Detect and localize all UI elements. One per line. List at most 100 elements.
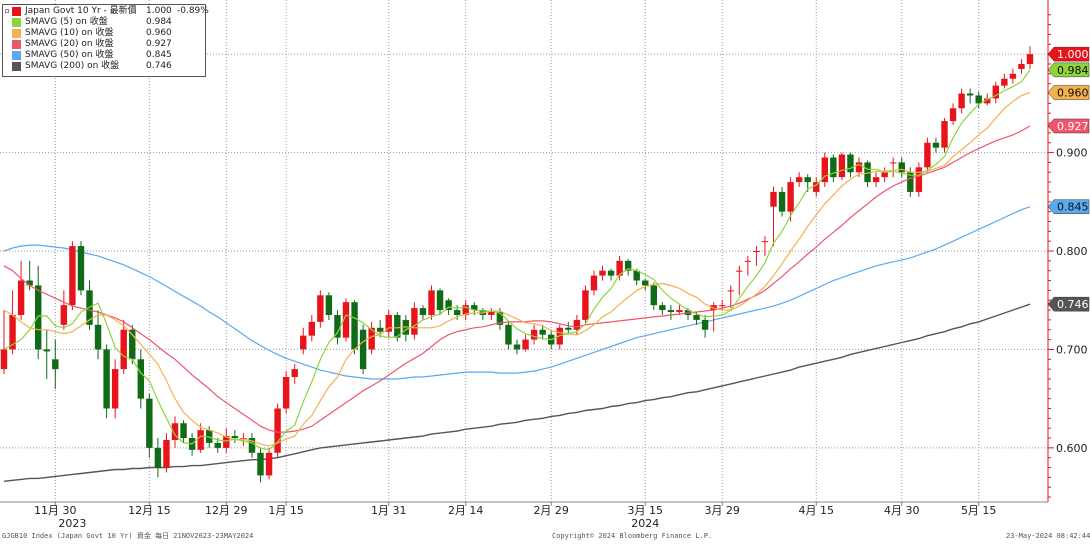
x-tick-label: 12月 29 [205,504,248,517]
candle-body [34,285,42,350]
candle [43,329,50,379]
legend-name: Japan Govt 10 Yr - 最新價 [25,6,137,16]
candle-body [992,85,1000,99]
candle-body [445,300,452,311]
candle [496,308,504,330]
candle-body [291,369,298,377]
candle-body [419,308,427,315]
last-value-tag-label: 0.984 [1057,64,1089,77]
legend-name: SMAVG (200) on 收盤 [25,61,120,71]
candle-body [488,312,495,315]
candle-body [847,154,854,173]
last-value-tag: 0.984 [1047,62,1090,78]
candle [163,433,170,473]
candle [274,403,281,458]
candle [368,321,375,355]
candle-body [804,177,811,183]
candle-body [795,177,803,183]
legend-value: 0.960 [146,28,172,38]
candle-body [17,280,25,315]
candle [701,314,709,338]
legend-swatch-price [12,7,21,16]
candle-body [898,162,905,173]
candle-body [462,305,469,315]
candle [642,278,649,291]
candle-body [693,314,700,320]
candle-body [667,310,675,313]
candle-body [376,327,384,332]
candle [69,241,76,311]
candle-body [701,319,709,330]
candle-body [154,447,162,468]
candle [325,292,333,320]
candle-body [607,270,615,276]
candle [565,321,572,335]
candle [838,152,846,181]
last-value-tag: 0.845 [1047,199,1090,214]
candle-body [1009,73,1017,79]
last-value-tag: 0.927 [1047,118,1090,134]
candle-body [830,157,837,178]
legend-name: SMAVG (20) on 收盤 [25,39,114,49]
footer-copyright: Copyright© 2024 Bloomberg Finance L.P. [552,532,713,540]
candle [736,265,743,296]
candle [436,288,444,315]
candle-body [0,349,8,370]
y-tick-label: 0.700 [1056,343,1088,356]
candle-body [334,314,341,338]
candle-body [26,280,33,286]
y-tick-label: 0.600 [1056,442,1088,455]
candle-body [624,260,632,271]
candle [522,334,529,352]
candle-body [137,359,145,399]
candle [787,177,794,222]
last-value-tag-label: 0.746 [1057,298,1089,311]
x-tick-label: 2月 14 [448,504,484,517]
x-tick-label: 5月 15 [961,504,997,517]
last-value-tag-label: 0.845 [1057,201,1089,214]
candle-body [642,280,649,286]
candle [813,177,820,197]
candle-body [753,251,760,252]
candle-body [9,314,16,350]
candle-body [650,285,658,306]
candle-body [385,314,392,332]
candle [282,371,290,414]
candle-body [394,314,401,338]
candle-body [599,270,606,276]
candle [530,324,538,345]
candle-body [120,329,127,370]
candle [488,308,495,320]
candle-body [325,295,333,315]
candle [1026,46,1034,69]
candle [795,172,803,188]
candle-body [975,95,982,104]
last-value-tag-box [1047,296,1090,312]
candle-body [530,329,538,340]
candle [317,290,324,328]
candle [941,118,948,153]
legend-swatch-sma20 [12,40,21,49]
candle [624,258,632,276]
candle [889,157,897,178]
x-year-label: 2023 [58,517,86,530]
candle [231,430,239,443]
legend-swatch-sma50 [12,51,21,60]
candle-body [214,442,221,448]
legend-toggle-icon[interactable] [5,9,9,13]
legend-swatch-sma200 [12,62,21,71]
candle [462,300,469,320]
candle [103,344,110,419]
candle [949,103,957,126]
x-tick-label: 2月 29 [533,504,569,517]
x-tick-label: 11月 30 [34,504,77,517]
candle-body [308,321,316,336]
series-line-sma200 [3,303,1031,482]
legend-entry-sma10: SMAVG (10) on 收盤 0.960 [6,28,202,39]
candle [1009,68,1017,84]
candle-body [838,154,846,178]
candle [342,298,350,342]
candle [872,172,880,188]
candle [761,236,769,256]
candle [308,314,316,342]
